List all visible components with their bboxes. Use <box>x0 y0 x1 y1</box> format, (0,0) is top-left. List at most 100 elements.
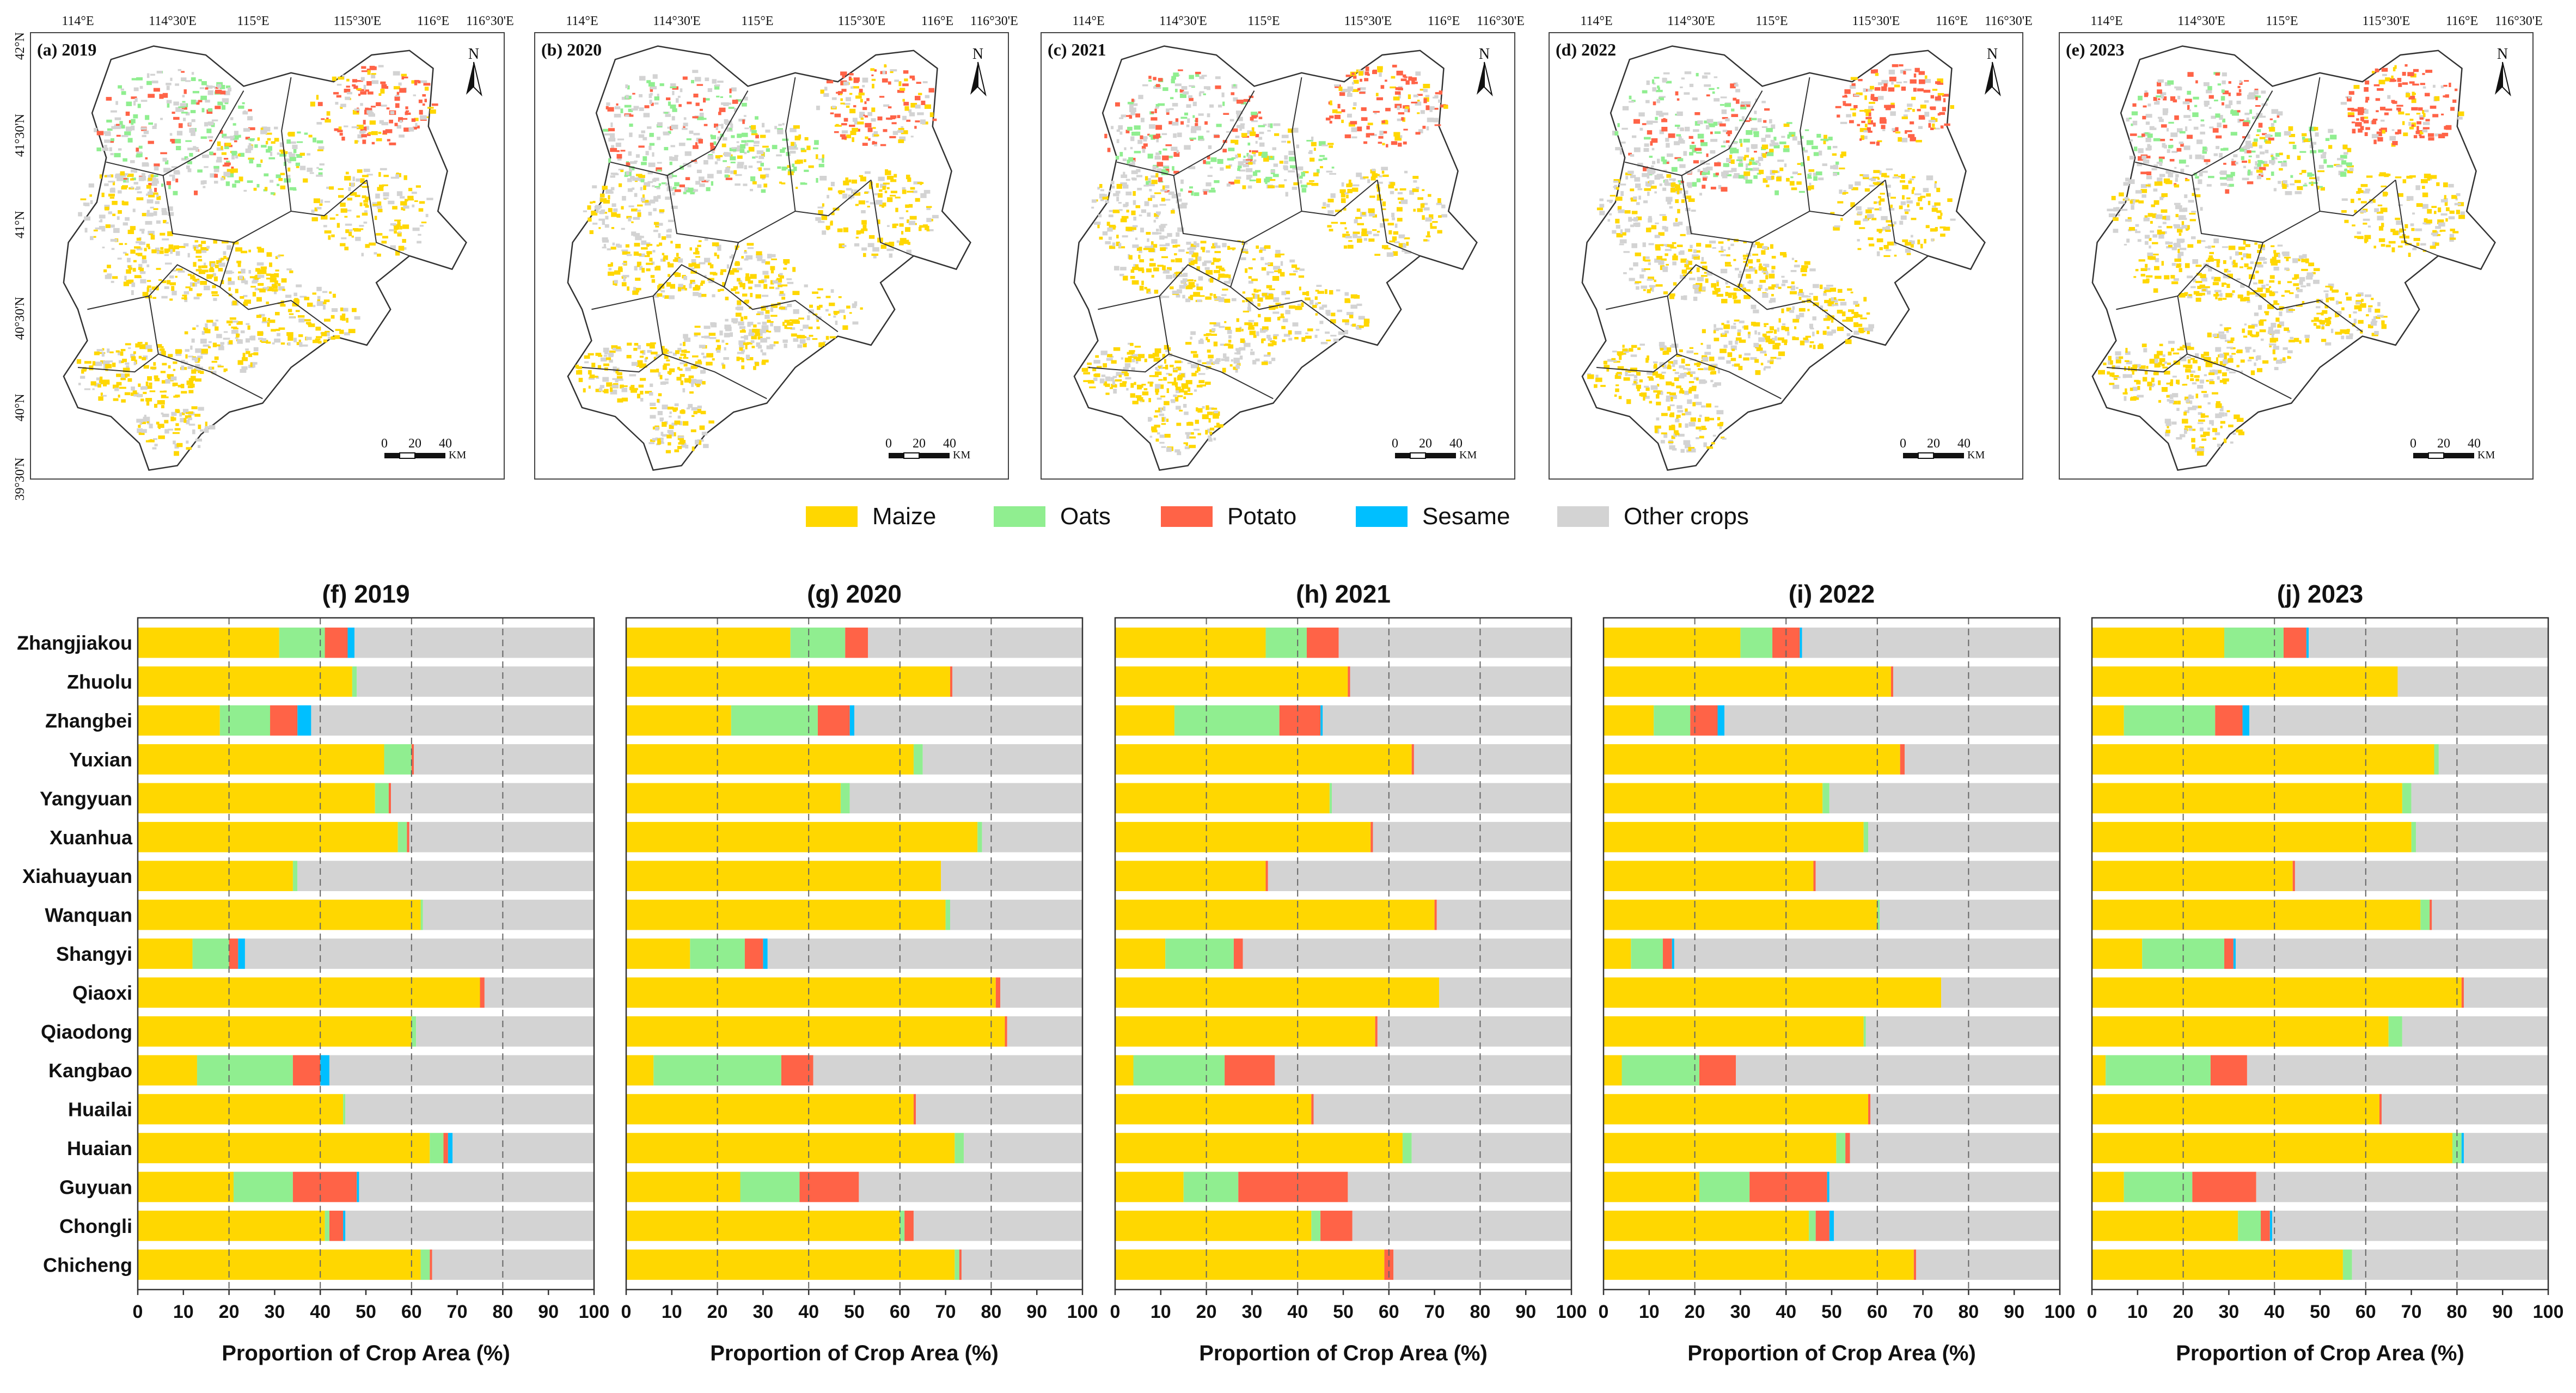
bar-segment-other-crops <box>849 783 1082 814</box>
bar-segment-other-crops <box>1865 1016 2060 1047</box>
crop-classification-pixels <box>1587 64 1956 453</box>
longitude-tick-label: 115°30'E <box>333 14 381 28</box>
bar-segment-maize <box>138 744 384 775</box>
x-tick-label: 90 <box>1026 1302 1047 1322</box>
map-panel: 114°E 114°30'E 115°E 115°30'E 116°E 116°30'E (… <box>2059 14 2543 480</box>
legend-label: Sesame <box>1422 503 1510 530</box>
bar-segment-oats <box>1877 899 1880 930</box>
x-tick-label: 60 <box>1867 1302 1888 1322</box>
bar-segment-oats <box>2452 1133 2462 1163</box>
county-boundary-line <box>2191 175 2396 243</box>
bar-segment-maize <box>138 705 220 736</box>
legend-label: Potato <box>1227 503 1296 530</box>
north-arrow-label: N <box>1987 46 1998 63</box>
bar-segment-other-crops <box>1414 744 1571 775</box>
scale-bar-label: 40 <box>1957 437 1971 451</box>
bar-segment-other-crops <box>2256 1171 2548 1202</box>
y-tick-label: Yangyuan <box>40 787 132 809</box>
bar-segment-potato <box>1868 1094 1871 1125</box>
bar-segment-other-crops <box>1243 938 1571 969</box>
x-tick-label: 20 <box>1685 1302 1705 1322</box>
bar-segment-potato <box>1005 1016 1007 1047</box>
bar-segment-potato <box>2210 1055 2247 1086</box>
bar-segment-other-crops <box>1870 1094 2060 1125</box>
bar-segment-oats <box>840 783 850 814</box>
x-tick-label: 30 <box>2218 1302 2239 1322</box>
bar-segment-potato <box>1913 1249 1917 1280</box>
bar-segment-maize <box>2092 666 2398 697</box>
county-boundary-line <box>582 353 663 373</box>
county-boundary-line <box>591 264 725 310</box>
x-tick-label: 20 <box>219 1302 240 1322</box>
bar-segment-oats <box>913 744 923 775</box>
scale-bar-label: 0 <box>381 437 388 451</box>
x-tick-label: 50 <box>1821 1302 1842 1322</box>
map-panel-label: (a) 2019 <box>37 40 96 59</box>
scale-bar <box>1903 453 1918 458</box>
bar-segment-other-crops <box>1736 1055 2060 1086</box>
bar-segment-other-crops <box>922 744 1082 775</box>
latitude-tick-label: 40°N <box>13 394 27 421</box>
x-tick-label: 10 <box>662 1302 682 1322</box>
bar-segment-maize <box>1115 1055 1134 1086</box>
bar-segment-oats <box>1165 938 1234 969</box>
longitude-tick-label: 114°30'E <box>149 14 197 28</box>
scale-bar <box>384 453 400 458</box>
x-tick-label: 80 <box>1958 1302 1979 1322</box>
x-tick-label: 30 <box>1241 1302 1262 1322</box>
scale-bar <box>2428 452 2444 459</box>
north-arrow-label: N <box>972 46 983 63</box>
bar-segment-maize <box>626 899 946 930</box>
x-tick-label: 30 <box>1730 1302 1751 1322</box>
bar-segment-other-crops <box>2415 821 2548 852</box>
x-tick-label: 0 <box>2087 1302 2097 1322</box>
county-boundary-line <box>1376 180 1421 256</box>
north-arrow-icon <box>1985 62 1992 95</box>
bar-segment-other-crops <box>1268 861 1571 892</box>
bar-segment-other-crops <box>1436 899 1571 930</box>
longitude-tick-label: 116°E <box>1428 14 1460 28</box>
county-boundary-line <box>2106 353 2188 373</box>
bar-segment-other-crops <box>1393 1249 1571 1280</box>
legend-item: Maize <box>806 503 936 530</box>
county-boundary-line <box>666 175 872 243</box>
bar-segment-other-crops <box>2382 1094 2548 1125</box>
bar-segment-maize <box>1115 627 1266 658</box>
bar-segment-sesame <box>2306 627 2309 658</box>
bar-segment-maize <box>138 1055 197 1086</box>
bar-segment-oats <box>411 1016 417 1047</box>
bar-segment-other-crops <box>484 977 594 1008</box>
x-tick-label: 60 <box>2355 1302 2376 1322</box>
bar-segment-potato <box>1813 861 1816 892</box>
bar-segment-potato <box>411 744 414 775</box>
scale-bar-label: 40 <box>439 437 452 451</box>
bar-segment-maize <box>1604 783 1823 814</box>
bar-segment-maize <box>138 1094 344 1125</box>
bar-segment-other-crops <box>1313 1094 1571 1125</box>
x-tick-label: 50 <box>356 1302 376 1322</box>
scale-bar <box>903 452 920 459</box>
bar-segment-maize <box>626 744 914 775</box>
bar-segment-sesame <box>1800 627 1802 658</box>
north-arrow-label: N <box>2497 46 2508 63</box>
bar-segment-maize <box>626 627 791 658</box>
bar-segment-maize <box>1604 1211 1809 1241</box>
x-axis-label: Proportion of Crop Area (%) <box>2176 1341 2464 1365</box>
x-tick-label: 10 <box>173 1302 194 1322</box>
scale-bar-unit: KM <box>953 449 970 461</box>
bar-segment-other-crops <box>913 1211 1082 1241</box>
chart-title: (i) 2022 <box>1789 580 1875 608</box>
bar-segment-potato <box>1890 666 1894 697</box>
bar-segment-maize <box>626 821 978 852</box>
bar-segment-oats <box>1863 821 1869 852</box>
county-boundary-line <box>219 242 334 333</box>
bar-segment-potato <box>1662 938 1672 969</box>
chart-title: (g) 2020 <box>807 580 902 608</box>
bar-segment-maize <box>1604 938 1631 969</box>
map-panel: 114°E 114°30'E 115°E 115°30'E 116°E 116°30'E (… <box>534 14 1018 480</box>
legend-label: Other crops <box>1624 503 1749 530</box>
bar-segment-other-crops <box>409 821 594 852</box>
bar-segment-oats <box>352 666 357 697</box>
county-boundary-line <box>1116 90 1255 176</box>
bar-segment-maize <box>626 1094 914 1125</box>
